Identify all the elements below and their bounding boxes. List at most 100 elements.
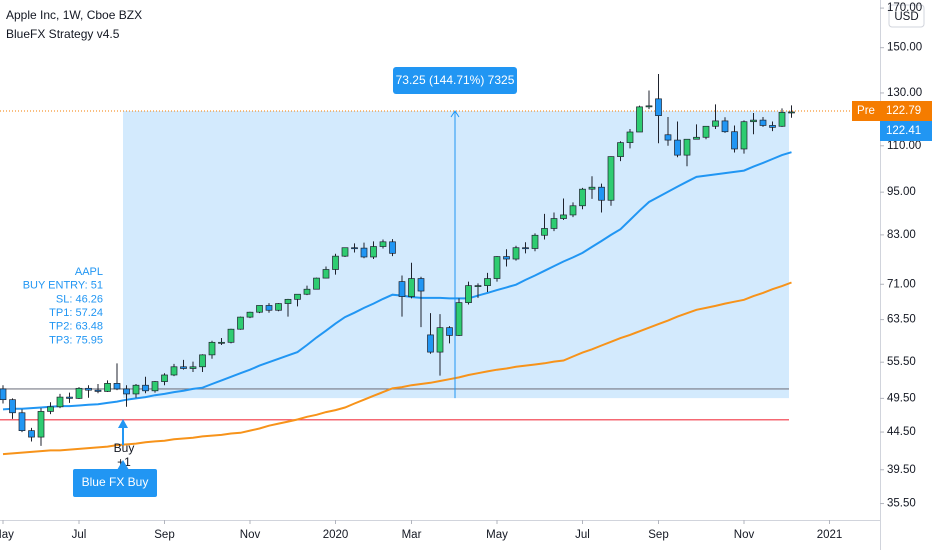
candle-body [740, 121, 748, 150]
candle-body [759, 119, 767, 126]
candle-body [683, 138, 691, 156]
candle-body [731, 131, 738, 150]
candle-body [275, 303, 282, 311]
y-tick-label: 44.50 [887, 426, 916, 438]
currency-box[interactable] [888, 4, 925, 28]
candle-body [769, 125, 776, 128]
x-tick-label: Nov [240, 529, 261, 541]
candle-body [579, 188, 586, 207]
candle-body [721, 120, 729, 133]
measure-label-box [393, 67, 517, 94]
y-tick-label: 55.50 [887, 356, 916, 368]
candle-body [626, 131, 634, 143]
signal-button: Blue FX Buy [82, 475, 149, 489]
info-line: TP2: 63.48 [49, 321, 103, 333]
candle-body [94, 389, 102, 392]
plot-area [0, 74, 880, 456]
candle-body [446, 327, 453, 336]
measure-box [123, 110, 789, 399]
candle-body [284, 298, 292, 304]
candle-body [151, 381, 159, 392]
candle-body [436, 327, 444, 353]
candle-body [227, 328, 235, 343]
moving-average [2, 281, 792, 456]
y-tick-label: 39.50 [887, 464, 916, 476]
candle-body [674, 139, 681, 156]
candle-body [322, 269, 330, 279]
candle-body [351, 247, 358, 250]
signal-label: Buy [114, 441, 135, 455]
overlay: Apple Inc, 1W, Cboe BZX BlueFX Strategy … [6, 8, 517, 497]
candle-body [0, 388, 7, 401]
candle-body [256, 305, 263, 313]
price-tag: Pre [857, 105, 875, 117]
y-tick-label: 71.00 [887, 278, 916, 290]
candle-body [218, 341, 225, 344]
y-tick-label: 110.00 [887, 140, 921, 152]
candle-body [693, 136, 700, 140]
candle-body [379, 241, 387, 247]
candle-body [664, 134, 672, 141]
candle-body [389, 241, 396, 254]
candle-body [655, 98, 662, 116]
candle-body [104, 383, 111, 392]
candle-body [132, 384, 140, 395]
y-tick-label: 49.50 [887, 392, 916, 404]
y-tick-label: 150.00 [887, 42, 922, 54]
price-label-box [880, 100, 932, 121]
candle-body [408, 278, 415, 297]
y-tick-label: 83.00 [887, 229, 916, 241]
signal-pointer [117, 460, 129, 470]
x-tick-label: Mar [402, 529, 422, 541]
x-tick-label: Jul [575, 529, 590, 541]
candle-body [37, 411, 45, 438]
x-tick-label: May [486, 529, 508, 541]
x-tick-label: Sep [154, 529, 174, 541]
candle-body [588, 186, 596, 190]
price-tag-box [852, 100, 880, 121]
x-tick-label: Nov [734, 529, 755, 541]
price-label: 122.41 [886, 125, 921, 137]
candle-body [598, 186, 605, 201]
candle-body [531, 234, 539, 249]
candle-body [465, 285, 472, 303]
info-line: SL: 46.26 [56, 293, 103, 305]
measure-arrowhead [450, 110, 460, 118]
y-tick-label: 170.00 [887, 2, 922, 14]
candle-body [778, 112, 786, 127]
info-line: TP1: 57.24 [49, 307, 103, 319]
candle-body [303, 288, 311, 295]
x-tick-label: 2020 [323, 529, 349, 541]
candle-body [750, 119, 757, 123]
candle-body [18, 412, 26, 431]
candle-body [56, 396, 64, 408]
candle-body [28, 430, 35, 438]
candle-body [474, 285, 482, 287]
signal-arrowhead [118, 419, 128, 428]
candle-body [9, 399, 16, 414]
candle-body [569, 205, 577, 216]
candle-body [246, 311, 254, 318]
candle-body [607, 156, 615, 201]
candle-body [161, 374, 168, 382]
candle-body [294, 293, 301, 300]
candle-body [332, 255, 339, 270]
price-label-box [880, 120, 932, 141]
candle-body [550, 218, 558, 229]
candle-body [180, 366, 187, 369]
candle-body [541, 228, 548, 236]
candle-body [484, 278, 491, 286]
candle-body [113, 383, 121, 390]
candle-body [189, 366, 197, 369]
candle-body [427, 334, 434, 353]
indicator-name: BlueFX Strategy v4.5 [6, 27, 120, 41]
candle-body [265, 305, 273, 311]
candle-body [142, 384, 149, 392]
candle-body [503, 256, 510, 260]
candle-body [208, 341, 216, 356]
y-tick-label: 130.00 [887, 87, 922, 99]
x-tick-label: May [0, 529, 14, 541]
